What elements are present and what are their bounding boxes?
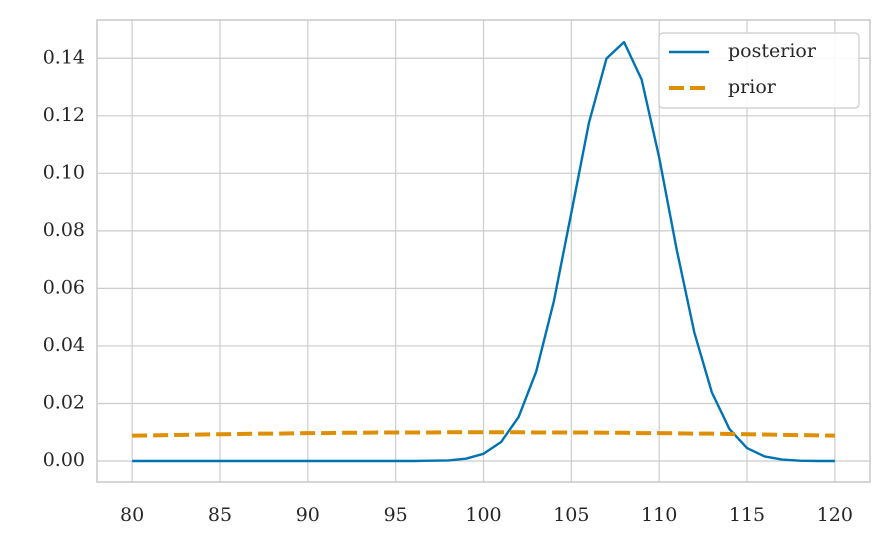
y-tick-label: 0.10	[43, 161, 85, 183]
x-tick-label: 100	[465, 504, 501, 526]
legend-label: prior	[728, 76, 777, 98]
legend-label: posterior	[728, 40, 817, 62]
y-tick-label: 0.00	[43, 449, 85, 471]
x-tick-label: 105	[553, 504, 589, 526]
x-tick-label: 115	[729, 504, 765, 526]
y-tick-label: 0.12	[43, 104, 85, 126]
y-tick-label: 0.06	[43, 276, 85, 298]
series-line	[132, 430, 835, 438]
series-line	[132, 40, 835, 463]
x-tick-label: 80	[120, 504, 144, 526]
y-tick-label: 0.02	[43, 391, 85, 413]
x-tick-label: 110	[641, 504, 677, 526]
plot-frame	[96, 19, 871, 483]
y-tick-label: 0.04	[43, 334, 85, 356]
y-tick-label: 0.08	[43, 219, 85, 241]
x-tick-label: 90	[296, 504, 320, 526]
x-tick-label: 120	[817, 504, 853, 526]
x-tick-label: 95	[384, 504, 408, 526]
y-tick-label: 0.14	[43, 46, 85, 68]
x-tick-label: 85	[208, 504, 232, 526]
